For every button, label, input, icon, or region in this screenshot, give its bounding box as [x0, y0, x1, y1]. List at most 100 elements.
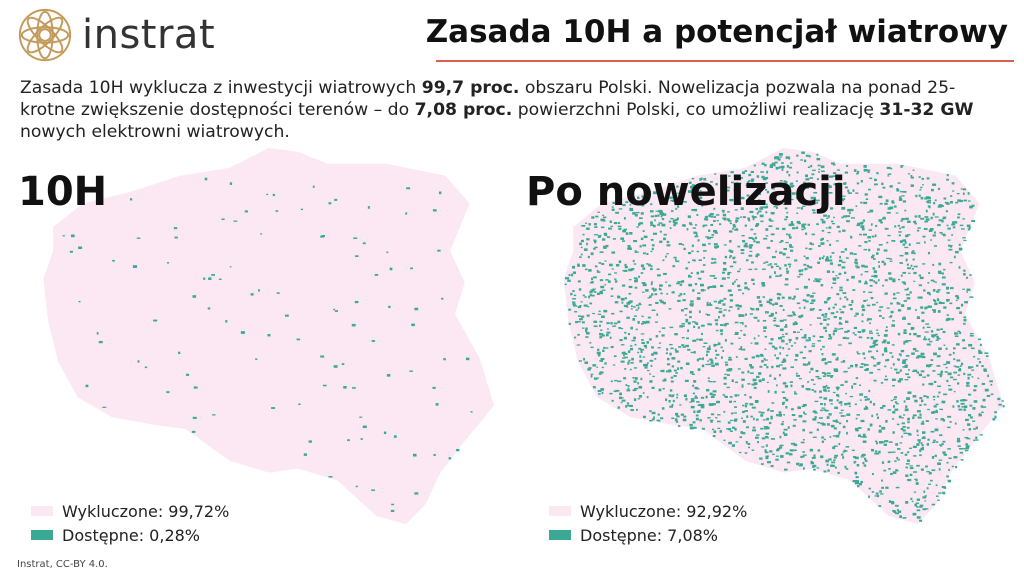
available-area-speck: [806, 294, 810, 297]
available-area-speck: [776, 413, 779, 417]
available-area-speck: [757, 319, 760, 322]
available-area-speck: [641, 282, 646, 284]
available-area-speck: [876, 252, 879, 255]
available-area-speck: [391, 503, 395, 506]
available-area-speck: [619, 397, 624, 399]
available-area-speck: [690, 188, 694, 191]
available-area-speck: [927, 199, 932, 202]
available-area-speck: [826, 463, 829, 466]
available-area-speck: [592, 364, 597, 367]
available-area-speck: [735, 221, 738, 224]
available-area-speck: [656, 274, 661, 277]
available-area-speck: [691, 177, 695, 180]
available-area-speck: [835, 434, 840, 438]
available-area-speck: [861, 329, 866, 332]
available-area-speck: [963, 199, 967, 202]
available-area-speck: [702, 264, 706, 266]
available-area-speck: [998, 403, 1002, 406]
available-area-speck: [668, 284, 672, 287]
available-area-speck: [840, 453, 844, 456]
available-area-speck: [972, 420, 976, 422]
available-area-speck: [861, 227, 865, 231]
available-area-speck: [946, 475, 949, 478]
available-area-speck: [762, 268, 766, 270]
available-area-speck: [763, 262, 766, 264]
available-area-speck: [912, 512, 917, 516]
available-area-speck: [801, 455, 805, 458]
available-area-speck: [906, 220, 911, 223]
available-area-speck: [833, 459, 836, 461]
available-area-speck: [810, 460, 813, 463]
available-area-speck: [852, 480, 857, 483]
available-area-speck: [803, 306, 806, 310]
available-area-speck: [827, 361, 832, 363]
available-area-speck: [838, 272, 842, 276]
available-area-speck: [955, 299, 958, 302]
available-area-speck: [716, 245, 720, 248]
available-area-speck: [957, 199, 962, 202]
available-area-speck: [830, 375, 833, 379]
available-area-speck: [948, 248, 953, 251]
available-area-speck: [924, 500, 927, 502]
available-area-speck: [610, 287, 614, 290]
available-area-speck: [684, 314, 688, 316]
available-area-speck: [871, 254, 875, 257]
available-area-speck: [759, 214, 764, 218]
available-area-speck: [945, 210, 948, 213]
available-area-speck: [854, 456, 859, 460]
available-area-speck: [653, 416, 655, 419]
available-area-speck: [572, 303, 576, 306]
available-area-speck: [589, 294, 593, 297]
available-area-speck: [752, 429, 757, 432]
available-area-speck: [770, 338, 774, 341]
available-area-speck: [639, 359, 643, 363]
available-area-speck: [869, 350, 872, 353]
available-area-speck: [636, 226, 639, 228]
available-area-speck: [884, 375, 887, 378]
available-area-speck: [778, 153, 783, 156]
available-area-speck: [888, 316, 893, 318]
available-area-speck: [788, 265, 791, 268]
intro-bold-3: 31-32 GW: [879, 100, 974, 120]
available-area-speck: [712, 285, 717, 288]
available-area-speck: [907, 322, 911, 325]
available-area-speck: [946, 224, 949, 227]
available-area-speck: [760, 220, 764, 223]
available-area-speck: [112, 259, 115, 262]
available-area-speck: [564, 283, 567, 286]
available-area-speck: [869, 284, 873, 287]
available-area-speck: [765, 426, 770, 430]
available-area-speck: [911, 352, 915, 355]
available-area-speck: [997, 397, 1001, 401]
available-area-speck: [937, 223, 941, 227]
available-area-speck: [840, 384, 844, 386]
available-area-speck: [783, 319, 787, 321]
available-area-speck: [618, 227, 622, 230]
available-area-speck: [1002, 405, 1005, 408]
available-area-speck: [762, 419, 766, 421]
available-area-speck: [904, 408, 909, 412]
available-area-speck: [600, 358, 605, 361]
available-area-speck: [855, 480, 859, 483]
available-area-speck: [901, 281, 906, 284]
available-area-speck: [726, 368, 730, 372]
available-area-speck: [932, 370, 936, 372]
available-area-speck: [946, 298, 950, 302]
available-area-speck: [153, 319, 158, 322]
available-area-speck: [827, 231, 831, 234]
available-area-speck: [761, 282, 765, 285]
available-area-speck: [598, 372, 602, 375]
available-area-speck: [633, 263, 637, 265]
available-area-speck: [691, 373, 695, 375]
available-area-speck: [763, 428, 767, 430]
available-area-speck: [615, 389, 620, 392]
available-area-speck: [738, 451, 742, 454]
available-area-speck: [805, 232, 808, 235]
available-area-speck: [723, 382, 727, 385]
available-area-speck: [695, 232, 698, 236]
available-area-speck: [868, 240, 871, 242]
available-area-speck: [769, 164, 774, 167]
available-area-speck: [693, 231, 696, 234]
available-area-speck: [742, 292, 744, 295]
available-area-speck: [298, 403, 301, 406]
